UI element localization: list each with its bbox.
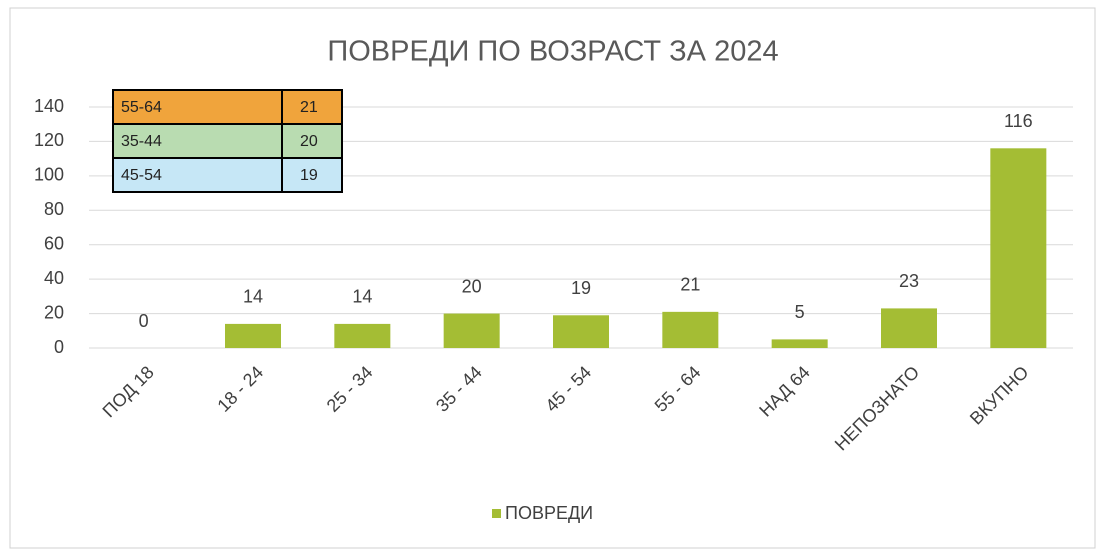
y-tick-label: 140 bbox=[34, 96, 64, 116]
table-row bbox=[112, 123, 343, 159]
data-label: 23 bbox=[899, 271, 919, 291]
y-tick-label: 120 bbox=[34, 130, 64, 150]
bar bbox=[553, 315, 609, 348]
bar bbox=[990, 148, 1047, 348]
inset-table: 55-64 21 35-44 20 45-54 19 bbox=[112, 89, 343, 193]
data-label: 20 bbox=[462, 276, 482, 296]
bar bbox=[662, 311, 719, 348]
data-label: 116 bbox=[1004, 111, 1033, 131]
data-label: 14 bbox=[243, 287, 263, 307]
chart-title: ПОВРЕДИ ПО ВОЗРАСТ ЗА 2024 bbox=[327, 36, 778, 68]
table-cell: 20 bbox=[300, 133, 318, 150]
table-cell: 19 bbox=[300, 167, 318, 184]
legend-swatch bbox=[492, 509, 501, 518]
data-label: 19 bbox=[571, 278, 591, 298]
y-tick-label: 100 bbox=[34, 165, 64, 185]
legend-label: ПОВРЕДИ bbox=[505, 503, 593, 523]
bar bbox=[881, 308, 937, 348]
table-cell: 35-44 bbox=[121, 133, 162, 150]
data-label: 0 bbox=[139, 311, 149, 331]
table-row bbox=[112, 157, 343, 193]
bar bbox=[334, 323, 391, 348]
data-label: 21 bbox=[680, 275, 700, 295]
y-tick-label: 60 bbox=[44, 233, 64, 253]
y-tick-label: 0 bbox=[54, 337, 64, 357]
data-label: 5 bbox=[795, 302, 805, 322]
bar bbox=[225, 323, 281, 348]
table-row bbox=[112, 89, 343, 125]
table-cell: 21 bbox=[300, 99, 318, 116]
table-cell: 45-54 bbox=[121, 167, 162, 184]
table-cell: 55-64 bbox=[121, 99, 162, 116]
bar bbox=[443, 313, 500, 348]
y-tick-label: 80 bbox=[44, 199, 64, 219]
y-tick-label: 20 bbox=[44, 302, 64, 322]
y-tick-label: 40 bbox=[44, 268, 64, 288]
bar bbox=[771, 339, 828, 348]
data-label: 14 bbox=[352, 287, 372, 307]
